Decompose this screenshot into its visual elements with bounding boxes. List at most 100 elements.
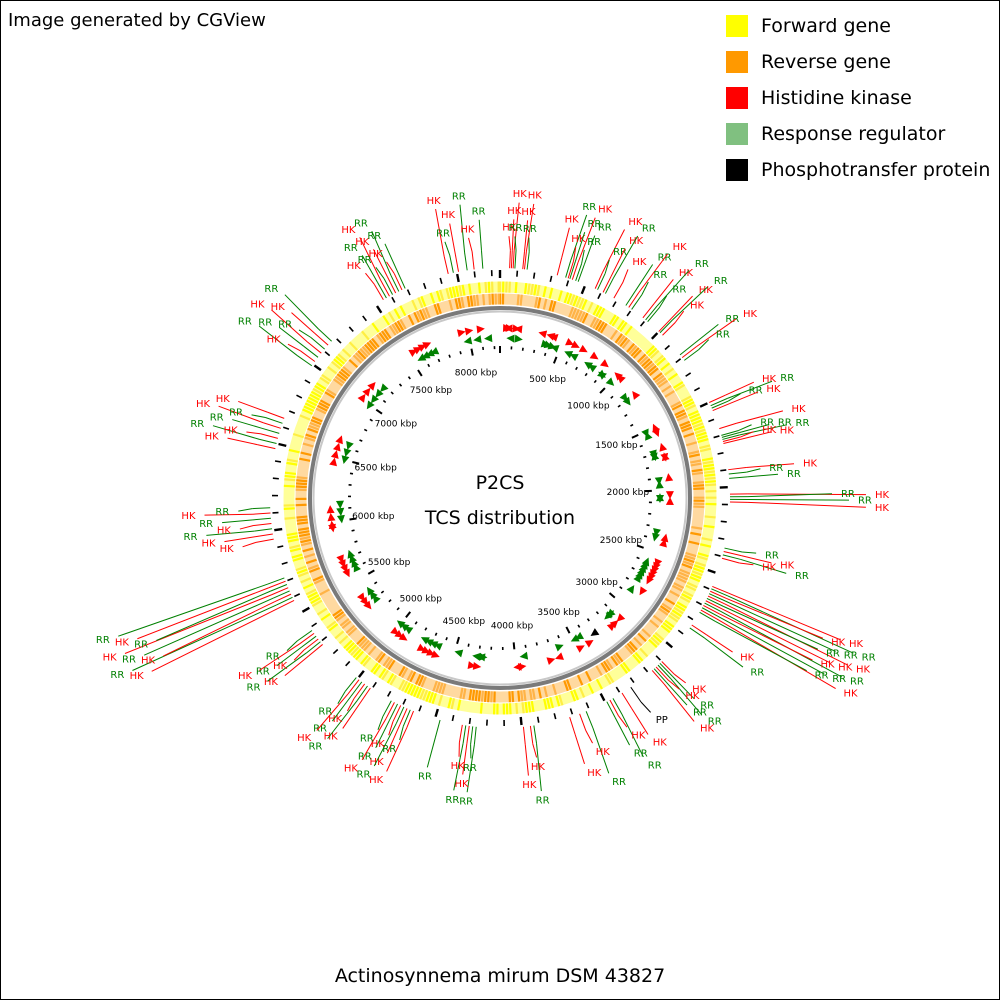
forward-gene — [694, 428, 706, 435]
feature-leader — [523, 251, 527, 270]
inner-tick — [624, 413, 628, 417]
forward-gene — [445, 287, 451, 300]
feature-glyph — [420, 637, 430, 645]
reverse-gene — [656, 377, 667, 386]
reverse-gene — [313, 577, 325, 585]
reverse-gene — [375, 651, 384, 662]
reverse-gene — [406, 670, 414, 681]
feature-label: HK — [699, 285, 714, 296]
outer-tick — [536, 716, 540, 723]
forward-gene — [578, 686, 586, 698]
outer-tick — [693, 387, 701, 392]
reverse-gene — [594, 319, 603, 331]
feature-leader — [254, 533, 273, 538]
feature-leader — [267, 577, 285, 585]
reverse-gene — [679, 568, 691, 575]
feature-label: HK — [297, 733, 312, 744]
feature-leader — [729, 391, 759, 405]
forward-gene — [284, 471, 297, 476]
feature-glyph — [570, 634, 580, 642]
reverse-gene — [584, 670, 592, 682]
feature-label: HK — [264, 677, 279, 688]
reverse-gene — [448, 299, 454, 311]
feature-leader — [721, 608, 831, 664]
forward-gene — [286, 461, 298, 466]
forward-gene — [306, 399, 318, 407]
feature-leader — [239, 525, 254, 530]
outer-tick — [277, 545, 284, 549]
forward-gene — [401, 680, 409, 692]
feature-leader — [613, 235, 639, 278]
forward-gene — [413, 686, 420, 698]
feature-leader — [124, 594, 272, 654]
inner-tick — [636, 544, 644, 549]
feature-glyph — [430, 346, 440, 355]
reverse-gene — [649, 619, 660, 629]
feature-leader — [337, 691, 346, 705]
reverse-gene — [661, 384, 672, 393]
feature-leader — [356, 685, 368, 701]
outer-tick — [391, 296, 396, 303]
reverse-gene — [435, 681, 441, 693]
forward-gene — [515, 702, 519, 714]
feature-glyph — [390, 626, 399, 635]
feature-label: HK — [766, 384, 781, 395]
feature-label: HK — [355, 237, 370, 248]
feature-leader — [342, 702, 361, 729]
feature-label: RR — [110, 670, 124, 681]
forward-gene — [310, 596, 321, 605]
reverse-gene — [385, 658, 394, 669]
feature-label: RR — [795, 571, 809, 582]
feature-leader — [318, 328, 332, 342]
feature-glyph — [590, 628, 600, 637]
feature-leader — [382, 700, 392, 717]
forward-gene — [422, 689, 429, 701]
reverse-gene — [563, 680, 569, 692]
feature-glyph — [550, 345, 560, 353]
inner-tick — [359, 439, 363, 442]
forward-gene — [284, 516, 296, 520]
forward-gene — [381, 669, 390, 681]
feature-label: HK — [371, 739, 386, 750]
feature-glyph — [338, 559, 346, 568]
reverse-gene — [295, 482, 308, 486]
reverse-gene — [319, 399, 331, 407]
feature-label: RR — [749, 386, 763, 397]
feature-leader — [291, 312, 315, 334]
forward-gene — [548, 287, 554, 299]
reverse-gene — [617, 335, 626, 346]
reverse-gene — [632, 349, 642, 359]
forward-gene — [393, 308, 401, 320]
inner-tick — [434, 632, 438, 636]
feature-label: RR — [134, 639, 148, 650]
reverse-gene — [664, 390, 675, 398]
feature-leader — [672, 675, 695, 699]
outer-tick — [282, 426, 290, 430]
forward-gene — [407, 683, 414, 695]
reverse-gene — [310, 418, 322, 426]
forward-gene — [292, 432, 305, 439]
feature-label: RR — [199, 519, 213, 530]
forward-gene — [669, 611, 681, 620]
feature-leader — [470, 726, 474, 745]
forward-gene — [652, 634, 663, 644]
feature-glyph — [655, 480, 664, 489]
reverse-gene — [332, 378, 344, 387]
reverse-gene — [348, 358, 359, 369]
feature-label: HK — [780, 425, 795, 436]
feature-label: RR — [826, 649, 840, 660]
reverse-gene — [679, 420, 691, 427]
feature-glyph — [632, 391, 641, 400]
forward-gene — [624, 325, 633, 336]
feature-label: HK — [238, 671, 253, 682]
feature-leader — [284, 294, 319, 330]
inner-tick — [610, 395, 614, 399]
feature-glyph — [336, 507, 345, 517]
feature-label: RR — [509, 223, 523, 234]
forward-gene — [581, 299, 588, 311]
feature-leader — [689, 627, 705, 639]
reverse-gene — [688, 540, 700, 546]
inner-tick — [470, 348, 474, 356]
feature-leader — [592, 727, 610, 774]
tick-label: 4000 kbp — [491, 621, 534, 631]
